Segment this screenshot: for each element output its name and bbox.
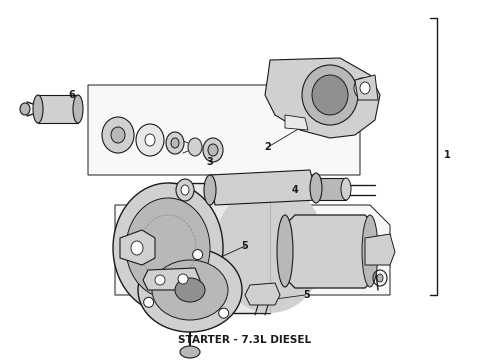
- Ellipse shape: [175, 278, 205, 302]
- Ellipse shape: [277, 215, 293, 287]
- Ellipse shape: [203, 138, 223, 162]
- Ellipse shape: [166, 132, 184, 154]
- Text: 1: 1: [443, 150, 450, 160]
- Ellipse shape: [181, 185, 189, 195]
- Text: 3: 3: [207, 157, 213, 167]
- Bar: [316, 178, 346, 200]
- Polygon shape: [365, 234, 395, 265]
- Polygon shape: [245, 283, 280, 305]
- Ellipse shape: [171, 138, 179, 148]
- Ellipse shape: [136, 124, 164, 156]
- Ellipse shape: [144, 297, 154, 307]
- Ellipse shape: [111, 127, 125, 143]
- Ellipse shape: [20, 103, 30, 115]
- Ellipse shape: [312, 75, 348, 115]
- Polygon shape: [210, 170, 318, 205]
- Ellipse shape: [126, 198, 210, 298]
- Ellipse shape: [138, 248, 242, 332]
- Ellipse shape: [310, 173, 322, 203]
- Ellipse shape: [176, 179, 194, 201]
- Text: 4: 4: [292, 185, 298, 195]
- Ellipse shape: [204, 175, 216, 205]
- Ellipse shape: [152, 260, 228, 320]
- Text: 2: 2: [265, 142, 271, 152]
- Ellipse shape: [360, 82, 370, 94]
- Polygon shape: [88, 85, 360, 175]
- Text: 6: 6: [69, 90, 75, 100]
- Ellipse shape: [131, 241, 143, 255]
- Ellipse shape: [178, 274, 188, 284]
- Polygon shape: [115, 205, 390, 295]
- Text: 5: 5: [304, 290, 310, 300]
- Ellipse shape: [193, 249, 203, 260]
- Text: 5: 5: [242, 241, 248, 251]
- Bar: [38, 95, 78, 123]
- Text: STARTER - 7.3L DIESEL: STARTER - 7.3L DIESEL: [178, 335, 312, 345]
- Polygon shape: [168, 183, 270, 313]
- Polygon shape: [120, 230, 155, 265]
- Ellipse shape: [155, 275, 165, 285]
- Ellipse shape: [302, 65, 358, 125]
- Ellipse shape: [208, 144, 218, 156]
- Ellipse shape: [145, 134, 155, 146]
- Ellipse shape: [180, 346, 200, 358]
- Polygon shape: [265, 58, 380, 138]
- Ellipse shape: [188, 138, 202, 156]
- Ellipse shape: [362, 215, 378, 287]
- Ellipse shape: [113, 183, 223, 313]
- Ellipse shape: [219, 308, 229, 318]
- Polygon shape: [355, 75, 378, 100]
- Polygon shape: [285, 115, 308, 130]
- Ellipse shape: [354, 78, 370, 98]
- Ellipse shape: [215, 183, 325, 313]
- Ellipse shape: [341, 178, 351, 200]
- Ellipse shape: [33, 95, 43, 123]
- Ellipse shape: [73, 95, 83, 123]
- Ellipse shape: [102, 117, 134, 153]
- Polygon shape: [143, 268, 200, 290]
- Polygon shape: [285, 215, 375, 288]
- Ellipse shape: [377, 274, 383, 282]
